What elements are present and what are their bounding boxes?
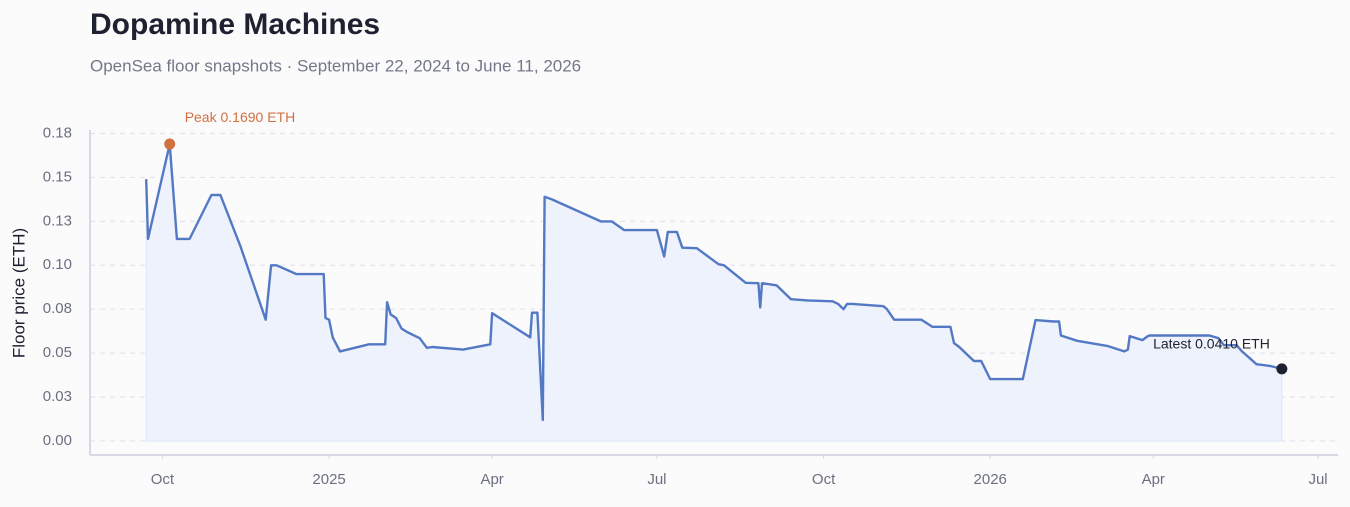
x-tick-label: Apr <box>480 471 503 488</box>
x-tick-label: 2026 <box>974 471 1007 488</box>
line <box>145 142 1283 422</box>
x-tick-label: Oct <box>812 471 836 488</box>
y-tick-label: 0.15 <box>43 168 72 185</box>
x-tick-label: Jul <box>647 471 666 488</box>
y-tick-label: 0.00 <box>43 432 72 449</box>
y-tick-label: 0.08 <box>43 300 72 317</box>
y-tick-label: 0.10 <box>43 256 72 273</box>
y-axis-label: Floor price (ETH) <box>9 228 28 358</box>
y-tick-label: 0.18 <box>43 124 72 141</box>
chart-title: Dopamine Machines <box>90 8 380 41</box>
annotation: Peak 0.1690 ETH <box>185 109 296 125</box>
y-tick-label: 0.05 <box>43 344 72 361</box>
x-tick-label: 2025 <box>312 471 345 488</box>
x-tick-label: Oct <box>151 471 175 488</box>
area <box>145 143 1283 442</box>
chart-subtitle: OpenSea floor snapshots · September 22, … <box>90 56 581 75</box>
x-tick-label: Apr <box>1142 471 1165 488</box>
x-tick-label: Jul <box>1308 471 1327 488</box>
y-tick-label: 0.13 <box>43 212 72 229</box>
y-tick-label: 0.03 <box>43 388 72 405</box>
annotation: Latest 0.0410 ETH <box>1153 336 1270 352</box>
point-marker <box>164 138 176 150</box>
point-marker <box>1276 363 1288 375</box>
